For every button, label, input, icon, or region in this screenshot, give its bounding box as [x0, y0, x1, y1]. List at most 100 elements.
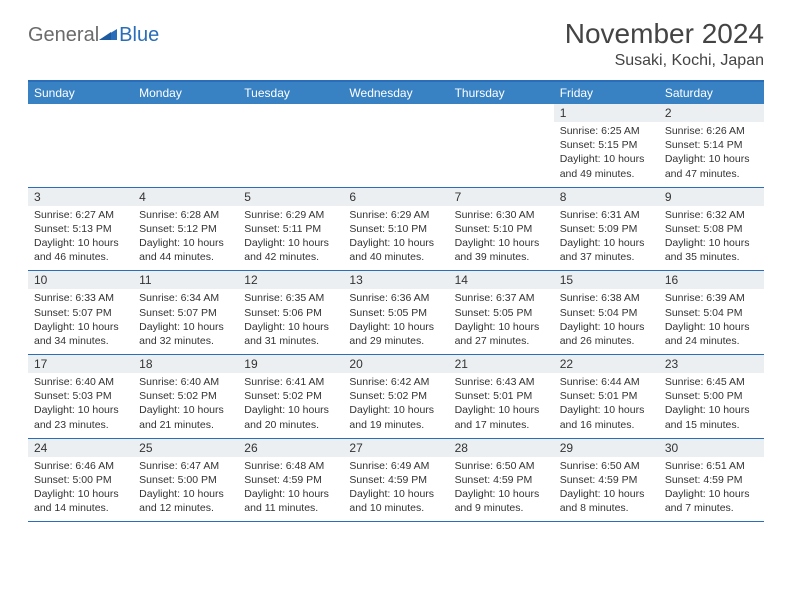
calendar-cell: 23Sunrise: 6:45 AMSunset: 5:00 PMDayligh… — [659, 355, 764, 438]
daylight-text: Daylight: 10 hours and 27 minutes. — [455, 320, 548, 348]
sunrise-text: Sunrise: 6:29 AM — [244, 208, 337, 222]
calendar-cell: 18Sunrise: 6:40 AMSunset: 5:02 PMDayligh… — [133, 355, 238, 438]
day-details: Sunrise: 6:39 AMSunset: 5:04 PMDaylight:… — [659, 289, 764, 354]
sunset-text: Sunset: 5:03 PM — [34, 389, 127, 403]
sunrise-text: Sunrise: 6:45 AM — [665, 375, 758, 389]
calendar: Sunday Monday Tuesday Wednesday Thursday… — [28, 80, 764, 522]
sunset-text: Sunset: 5:02 PM — [244, 389, 337, 403]
calendar-cell: 14Sunrise: 6:37 AMSunset: 5:05 PMDayligh… — [449, 271, 554, 354]
daylight-text: Daylight: 10 hours and 42 minutes. — [244, 236, 337, 264]
day-details: Sunrise: 6:30 AMSunset: 5:10 PMDaylight:… — [449, 206, 554, 271]
day-details: Sunrise: 6:38 AMSunset: 5:04 PMDaylight:… — [554, 289, 659, 354]
title-block: November 2024 Susaki, Kochi, Japan — [565, 18, 764, 70]
daylight-text: Daylight: 10 hours and 40 minutes. — [349, 236, 442, 264]
day-header-cell: Saturday — [659, 82, 764, 104]
calendar-cell: 24Sunrise: 6:46 AMSunset: 5:00 PMDayligh… — [28, 439, 133, 522]
day-details: Sunrise: 6:25 AMSunset: 5:15 PMDaylight:… — [554, 122, 659, 187]
date-number: 24 — [28, 439, 133, 457]
calendar-week: 1Sunrise: 6:25 AMSunset: 5:15 PMDaylight… — [28, 104, 764, 188]
daylight-text: Daylight: 10 hours and 44 minutes. — [139, 236, 232, 264]
date-number: 16 — [659, 271, 764, 289]
date-number: 6 — [343, 188, 448, 206]
calendar-cell — [238, 104, 343, 187]
daylight-text: Daylight: 10 hours and 26 minutes. — [560, 320, 653, 348]
calendar-cell: 29Sunrise: 6:50 AMSunset: 4:59 PMDayligh… — [554, 439, 659, 522]
brand-logo: General Blue — [28, 18, 159, 47]
sunset-text: Sunset: 5:00 PM — [139, 473, 232, 487]
daylight-text: Daylight: 10 hours and 23 minutes. — [34, 403, 127, 431]
calendar-cell: 17Sunrise: 6:40 AMSunset: 5:03 PMDayligh… — [28, 355, 133, 438]
sunrise-text: Sunrise: 6:39 AM — [665, 291, 758, 305]
daylight-text: Daylight: 10 hours and 15 minutes. — [665, 403, 758, 431]
sunset-text: Sunset: 4:59 PM — [244, 473, 337, 487]
date-number — [133, 104, 238, 108]
date-number: 30 — [659, 439, 764, 457]
date-number: 8 — [554, 188, 659, 206]
calendar-cell: 8Sunrise: 6:31 AMSunset: 5:09 PMDaylight… — [554, 188, 659, 271]
brand-text-2: Blue — [119, 24, 159, 47]
sunset-text: Sunset: 5:07 PM — [139, 306, 232, 320]
sunrise-text: Sunrise: 6:48 AM — [244, 459, 337, 473]
calendar-cell: 11Sunrise: 6:34 AMSunset: 5:07 PMDayligh… — [133, 271, 238, 354]
daylight-text: Daylight: 10 hours and 35 minutes. — [665, 236, 758, 264]
date-number — [238, 104, 343, 108]
day-details: Sunrise: 6:36 AMSunset: 5:05 PMDaylight:… — [343, 289, 448, 354]
sunrise-text: Sunrise: 6:37 AM — [455, 291, 548, 305]
daylight-text: Daylight: 10 hours and 31 minutes. — [244, 320, 337, 348]
sunrise-text: Sunrise: 6:51 AM — [665, 459, 758, 473]
calendar-cell: 25Sunrise: 6:47 AMSunset: 5:00 PMDayligh… — [133, 439, 238, 522]
date-number: 2 — [659, 104, 764, 122]
date-number: 27 — [343, 439, 448, 457]
sunrise-text: Sunrise: 6:29 AM — [349, 208, 442, 222]
day-details: Sunrise: 6:41 AMSunset: 5:02 PMDaylight:… — [238, 373, 343, 438]
sunrise-text: Sunrise: 6:38 AM — [560, 291, 653, 305]
day-details: Sunrise: 6:34 AMSunset: 5:07 PMDaylight:… — [133, 289, 238, 354]
date-number: 18 — [133, 355, 238, 373]
sunrise-text: Sunrise: 6:26 AM — [665, 124, 758, 138]
day-details: Sunrise: 6:33 AMSunset: 5:07 PMDaylight:… — [28, 289, 133, 354]
day-details: Sunrise: 6:32 AMSunset: 5:08 PMDaylight:… — [659, 206, 764, 271]
sunset-text: Sunset: 5:01 PM — [455, 389, 548, 403]
day-header-row: Sunday Monday Tuesday Wednesday Thursday… — [28, 82, 764, 104]
sunset-text: Sunset: 5:04 PM — [665, 306, 758, 320]
sunset-text: Sunset: 5:05 PM — [455, 306, 548, 320]
sunrise-text: Sunrise: 6:30 AM — [455, 208, 548, 222]
day-details: Sunrise: 6:42 AMSunset: 5:02 PMDaylight:… — [343, 373, 448, 438]
sunset-text: Sunset: 5:00 PM — [665, 389, 758, 403]
calendar-cell — [28, 104, 133, 187]
weeks-container: 1Sunrise: 6:25 AMSunset: 5:15 PMDaylight… — [28, 104, 764, 522]
day-header-cell: Monday — [133, 82, 238, 104]
daylight-text: Daylight: 10 hours and 11 minutes. — [244, 487, 337, 515]
day-details: Sunrise: 6:28 AMSunset: 5:12 PMDaylight:… — [133, 206, 238, 271]
calendar-week: 17Sunrise: 6:40 AMSunset: 5:03 PMDayligh… — [28, 355, 764, 439]
date-number: 21 — [449, 355, 554, 373]
calendar-cell: 27Sunrise: 6:49 AMSunset: 4:59 PMDayligh… — [343, 439, 448, 522]
brand-text-1: General — [28, 24, 99, 47]
sunset-text: Sunset: 5:00 PM — [34, 473, 127, 487]
calendar-cell: 15Sunrise: 6:38 AMSunset: 5:04 PMDayligh… — [554, 271, 659, 354]
calendar-cell: 26Sunrise: 6:48 AMSunset: 4:59 PMDayligh… — [238, 439, 343, 522]
daylight-text: Daylight: 10 hours and 37 minutes. — [560, 236, 653, 264]
sunset-text: Sunset: 4:59 PM — [349, 473, 442, 487]
date-number — [28, 104, 133, 108]
date-number: 22 — [554, 355, 659, 373]
sunrise-text: Sunrise: 6:47 AM — [139, 459, 232, 473]
sunrise-text: Sunrise: 6:50 AM — [455, 459, 548, 473]
day-details: Sunrise: 6:40 AMSunset: 5:02 PMDaylight:… — [133, 373, 238, 438]
day-details: Sunrise: 6:40 AMSunset: 5:03 PMDaylight:… — [28, 373, 133, 438]
date-number: 3 — [28, 188, 133, 206]
date-number: 9 — [659, 188, 764, 206]
sunrise-text: Sunrise: 6:36 AM — [349, 291, 442, 305]
sunrise-text: Sunrise: 6:35 AM — [244, 291, 337, 305]
daylight-text: Daylight: 10 hours and 8 minutes. — [560, 487, 653, 515]
day-header-cell: Sunday — [28, 82, 133, 104]
calendar-cell: 6Sunrise: 6:29 AMSunset: 5:10 PMDaylight… — [343, 188, 448, 271]
sunset-text: Sunset: 5:15 PM — [560, 138, 653, 152]
day-details: Sunrise: 6:31 AMSunset: 5:09 PMDaylight:… — [554, 206, 659, 271]
sunset-text: Sunset: 4:59 PM — [455, 473, 548, 487]
calendar-week: 10Sunrise: 6:33 AMSunset: 5:07 PMDayligh… — [28, 271, 764, 355]
daylight-text: Daylight: 10 hours and 7 minutes. — [665, 487, 758, 515]
day-details: Sunrise: 6:50 AMSunset: 4:59 PMDaylight:… — [449, 457, 554, 522]
sunset-text: Sunset: 5:12 PM — [139, 222, 232, 236]
daylight-text: Daylight: 10 hours and 14 minutes. — [34, 487, 127, 515]
